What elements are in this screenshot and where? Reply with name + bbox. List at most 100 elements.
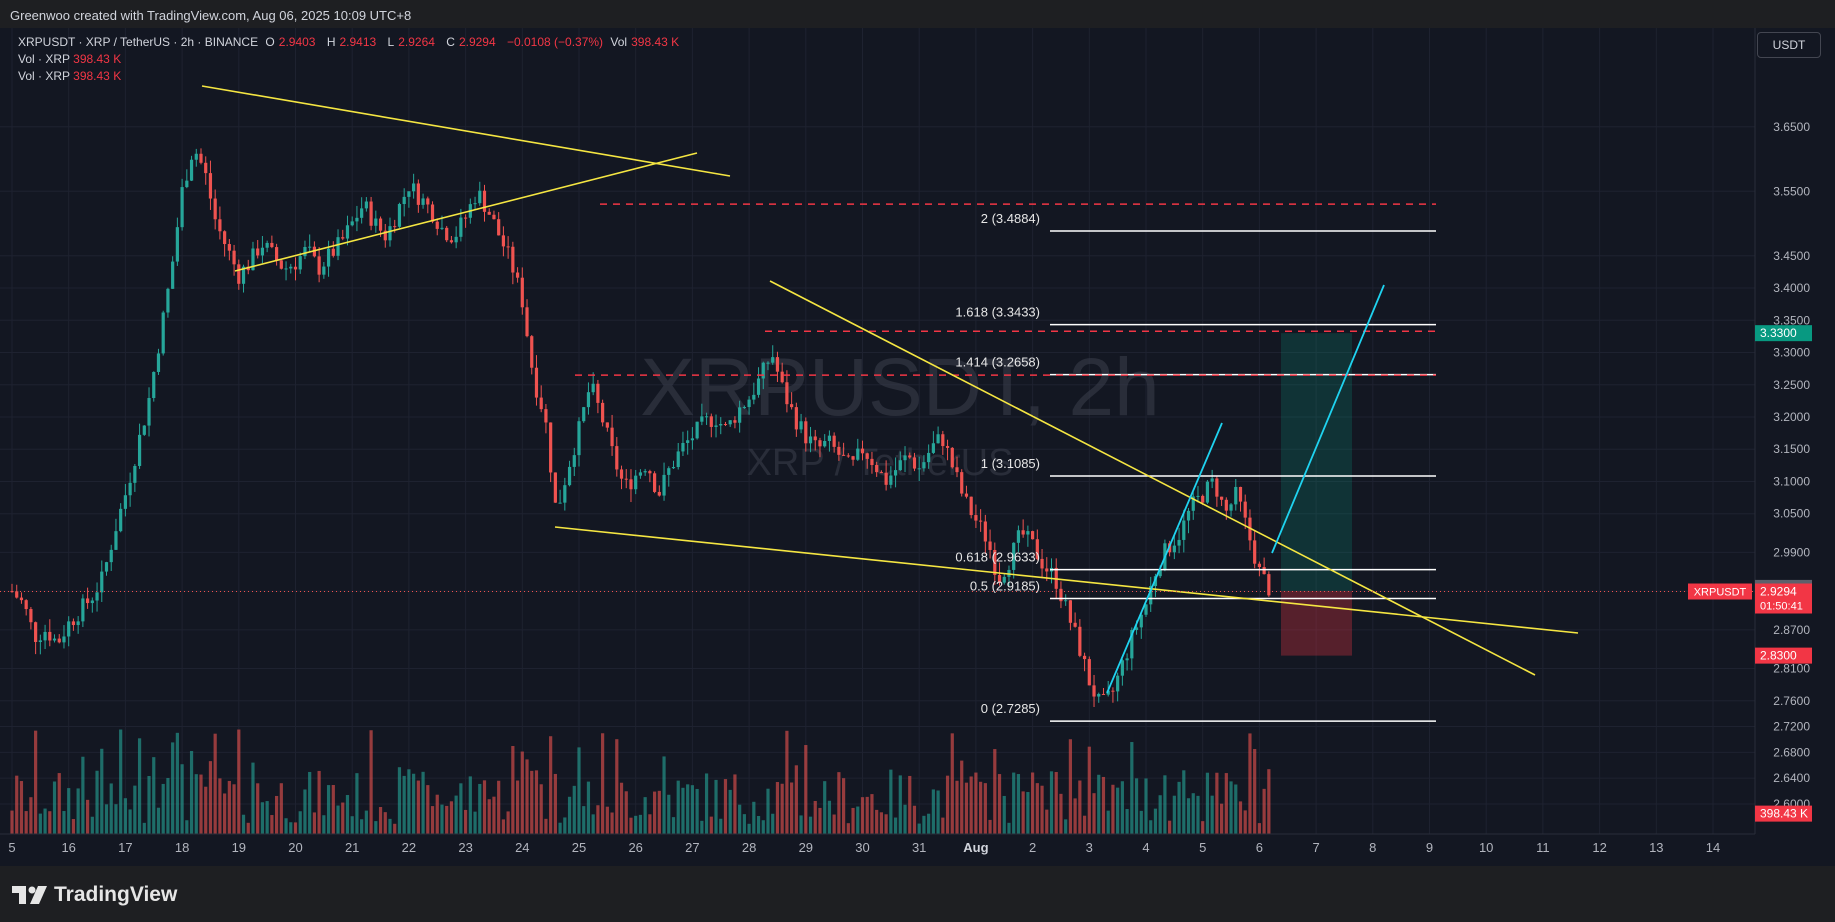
legend-low-label: L — [387, 35, 395, 49]
legend-symbol[interactable]: XRPUSDT · XRP / TetherUS · 2h · BINANCE — [18, 35, 259, 49]
volume-bar — [293, 822, 298, 834]
candle-body — [974, 515, 978, 521]
candle-body — [119, 508, 123, 532]
candle-body — [813, 436, 817, 441]
volume-study-label-2[interactable]: Vol · XRP — [18, 69, 70, 83]
volume-bar — [676, 780, 680, 834]
time-axis-tick: 18 — [175, 840, 189, 855]
volume-bar — [1125, 809, 1129, 834]
chart-area[interactable]: XRPUSDT, 2h XRP / TetherUS 2 (3.4884) 1.618… — [0, 28, 1835, 866]
volume-bar — [166, 778, 170, 834]
candle-body — [445, 227, 449, 241]
volume-bar — [454, 795, 458, 834]
volume-bar — [790, 782, 794, 834]
volume-bar — [681, 787, 685, 834]
candle-body — [794, 407, 798, 430]
volume-bar — [86, 799, 90, 834]
candle-body — [851, 456, 855, 460]
volume-bar — [440, 804, 444, 834]
candle-body — [908, 455, 912, 458]
candle-body — [615, 446, 619, 470]
volume-bar — [808, 816, 813, 834]
volume-bar — [827, 800, 832, 834]
candle-body — [227, 244, 231, 251]
volume-bar — [1045, 809, 1049, 834]
candle-body — [657, 491, 661, 496]
candle-body — [879, 472, 883, 474]
candle-body — [48, 631, 52, 641]
volume-bar — [657, 790, 661, 834]
volume-bar — [378, 807, 383, 834]
volume-bar — [969, 776, 973, 834]
candle-body — [662, 474, 666, 496]
volume-bar — [133, 785, 137, 834]
candle-body — [350, 221, 354, 226]
volume-bar — [24, 811, 28, 834]
candle-body — [766, 362, 770, 364]
volume-bar — [360, 819, 364, 834]
candle-body — [152, 371, 156, 399]
volume-bar — [813, 800, 817, 834]
volume-bar — [298, 811, 302, 834]
candle-body — [1158, 569, 1162, 577]
volume-bar — [530, 770, 534, 834]
volume-bar — [974, 772, 978, 834]
candle-body — [950, 447, 954, 468]
volume-bar — [799, 815, 803, 834]
candle-body — [241, 266, 246, 284]
price-axis-tick: 2.8100 — [1773, 662, 1810, 676]
candle-body — [326, 248, 331, 267]
time-axis-tick: 24 — [515, 840, 529, 855]
volume-bar — [511, 746, 515, 834]
time-axis-tick: 30 — [855, 840, 869, 855]
candle-body — [681, 442, 685, 452]
volume-bar — [199, 774, 203, 834]
volume-bar — [950, 733, 954, 834]
volume-bar — [955, 780, 959, 834]
candle-body — [837, 446, 841, 455]
time-axis-tick: 21 — [345, 840, 359, 855]
candle-body — [345, 225, 350, 239]
price-tag-label: 2.8300 — [1760, 649, 1797, 663]
candle-body — [237, 264, 241, 284]
volume-study-label-1[interactable]: Vol · XRP — [18, 52, 70, 66]
volume-bar — [917, 823, 921, 834]
volume-bar — [903, 804, 907, 834]
volume-bar — [355, 773, 359, 834]
candle-body — [454, 236, 458, 243]
candle-body — [114, 531, 118, 550]
candle-body — [322, 266, 326, 275]
candle-body — [884, 472, 888, 485]
volume-bar — [520, 751, 524, 834]
candle-body — [1073, 622, 1077, 627]
candle-body — [38, 640, 42, 642]
price-chart-svg[interactable]: XRPUSDT, 2h XRP / TetherUS 2 (3.4884) 1.618… — [0, 28, 1835, 866]
volume-bar — [1229, 781, 1233, 834]
price-axis-tick: 3.4500 — [1773, 249, 1810, 263]
currency-button[interactable]: USDT — [1757, 32, 1821, 58]
time-axis-tick: Aug — [963, 840, 988, 855]
price-axis-tick: 3.3500 — [1773, 313, 1810, 327]
legend-vol-label: Vol — [610, 35, 628, 49]
fib-level-label: 2 (3.4884) — [981, 211, 1040, 226]
candle-body — [256, 248, 260, 256]
candle-body — [752, 394, 756, 400]
volume-bar — [1149, 820, 1153, 834]
candle-body — [747, 399, 751, 408]
volume-bar — [473, 811, 477, 834]
legend-open-label: O — [265, 35, 275, 49]
volume-bar — [260, 802, 265, 834]
volume-bar — [1234, 784, 1238, 834]
candle-body — [969, 496, 973, 516]
candle-body — [738, 407, 742, 423]
candle-body — [903, 455, 907, 461]
candle-body — [492, 214, 496, 220]
volume-bar — [988, 819, 992, 834]
impulse-line — [1106, 422, 1223, 694]
volume-bar — [572, 785, 576, 834]
candle-body — [1243, 501, 1247, 518]
tradingview-logo[interactable]: TradingView — [12, 883, 177, 907]
candle-body — [1111, 690, 1115, 692]
volume-bar — [497, 780, 501, 834]
time-axis-tick: 5 — [8, 840, 15, 855]
